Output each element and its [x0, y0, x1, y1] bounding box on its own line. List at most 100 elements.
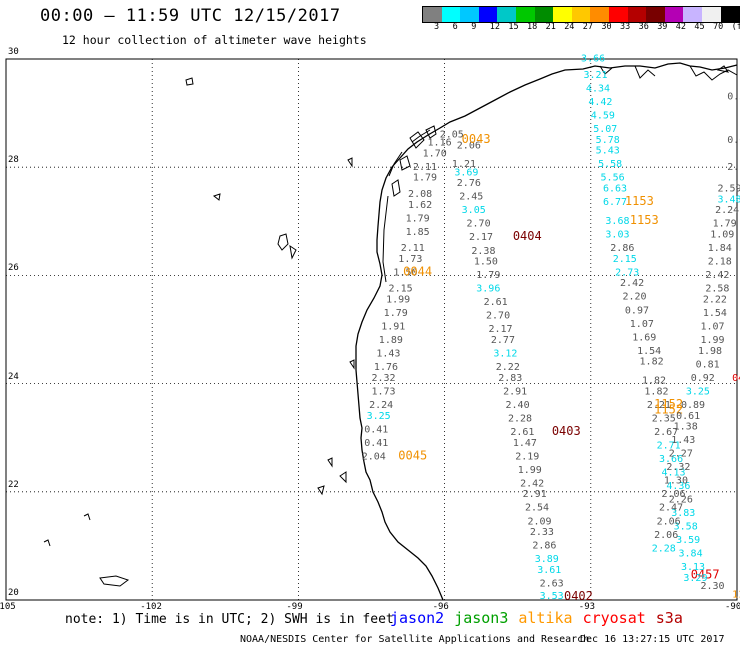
wave-height-label: 1.79	[476, 270, 500, 281]
lake	[339, 471, 347, 484]
wave-height-label: 1.73	[372, 386, 396, 397]
wave-height-label: 1.50	[474, 257, 498, 268]
wave-height-label: 1.54	[637, 346, 661, 357]
lake	[185, 77, 194, 86]
wave-height-label: 0404	[513, 229, 542, 243]
wave-height-label: 2.47	[659, 503, 683, 514]
coast-fragment	[43, 539, 51, 547]
wave-height-label: 2.54	[525, 503, 549, 514]
wave-height-label: 0.53	[727, 92, 740, 103]
satellite-legend: jason2 jason3 altika cryosat s3a	[390, 609, 693, 627]
wave-height-label: 2.77	[491, 335, 515, 346]
color-swatch	[515, 7, 535, 22]
wave-height-label: 5.58	[598, 159, 622, 170]
wave-height-label: 2.19	[515, 451, 539, 462]
color-swatch	[553, 7, 572, 22]
coastline	[355, 62, 738, 601]
bay	[425, 125, 437, 139]
wave-height-label: 1.73	[398, 254, 422, 265]
color-swatch	[460, 7, 479, 22]
wave-height-label: 1152	[654, 402, 683, 416]
color-swatch	[646, 7, 665, 22]
island	[716, 65, 730, 73]
lake	[349, 359, 355, 370]
wave-height-label: 1.79	[406, 213, 430, 224]
color-scale-label: 9	[471, 22, 477, 32]
color-scale-label: 45	[694, 22, 705, 32]
wave-height-label: 1152	[654, 397, 683, 411]
wave-height-label: 2.06	[654, 530, 678, 541]
wave-height-label: 2.70	[486, 311, 510, 322]
wave-height-label: 2.18	[708, 257, 732, 268]
wave-height-label: 2.24	[369, 400, 393, 411]
wave-height-label: 1.76	[374, 362, 398, 373]
wave-height-label: 2.58	[705, 284, 729, 295]
color-scale-label: 39	[657, 22, 668, 32]
wave-height-label: 2.70	[467, 219, 491, 230]
color-scale-label: 21	[545, 22, 556, 32]
footer-note: note: 1) Time is in UTC; 2) SWH is in fe…	[65, 612, 394, 627]
wave-height-label: 3.13	[681, 562, 705, 573]
legend-item-jason3: jason3	[454, 609, 509, 627]
color-scale-label: 24	[564, 22, 575, 32]
legend-item-jason2: jason2	[390, 609, 445, 627]
wave-height-label: 2.35	[652, 413, 676, 424]
legend-item-s3a: s3a	[655, 609, 683, 627]
latitude-tick-label: 22	[8, 479, 19, 490]
wave-height-label: 2.32	[372, 373, 396, 384]
wave-height-label: 2.08	[408, 189, 432, 200]
wave-height-label: 2.45	[459, 192, 483, 203]
wave-height-label: 11	[732, 589, 740, 600]
wave-height-label: 2.09	[527, 516, 551, 527]
observation-labels: 2.051.16 2.06 1.70 1.21 2.11 3.69 1.79 2.76 2.08…	[362, 54, 740, 603]
wave-height-label: 2.67	[654, 427, 678, 438]
wave-height-label: 0.89	[681, 400, 705, 411]
wave-height-label: 2.06	[661, 489, 685, 500]
wave-height-label: 3.25	[367, 411, 391, 422]
footer-credit: NOAA/NESDIS Center for Satellite Applica…	[240, 634, 590, 645]
wave-height-label: 1.85	[406, 227, 430, 238]
color-swatch	[664, 7, 684, 22]
coast-fragment	[83, 513, 91, 521]
bay	[391, 179, 401, 197]
wave-height-label: 4.34	[586, 83, 610, 94]
wave-height-label: 1.30	[664, 476, 688, 487]
wave-height-label: 1.70	[423, 148, 447, 159]
wave-height-label: 2.27	[669, 449, 693, 460]
wave-height-label: 1.50	[393, 267, 417, 278]
color-swatch	[627, 7, 647, 22]
wave-height-label: 1.89	[379, 335, 403, 346]
wave-height-label: 1.54	[703, 308, 727, 319]
wave-height-label: 2.91	[503, 386, 527, 397]
wave-height-label: 2.59	[718, 184, 740, 195]
color-swatch	[441, 7, 461, 22]
wave-height-label: 0403	[552, 424, 581, 438]
footer-timestamp: Dec 16 13:27:15 UTC 2017	[580, 634, 725, 645]
wave-height-label: 0.97	[625, 305, 649, 316]
wave-height-label: 3.89	[535, 554, 559, 565]
wave-height-label: 1.38	[674, 422, 698, 433]
lake	[277, 233, 289, 251]
wave-height-label: 1.99	[386, 294, 410, 305]
wave-height-label: 2.26	[669, 495, 693, 506]
wave-height-label: 2.73	[615, 267, 639, 278]
wave-height-label: 2.71	[657, 441, 681, 452]
wave-height-label: 1153	[630, 213, 659, 227]
wave-height-label: 1.47	[513, 438, 537, 449]
wave-height-label: 2.15	[389, 284, 413, 295]
wave-height-label: 3.25	[686, 386, 710, 397]
wave-height-label: 2.05	[440, 129, 464, 140]
color-scale-label: 70	[713, 22, 724, 32]
wave-height-label: 5.43	[596, 146, 620, 157]
wave-height-label: 1.82	[644, 386, 668, 397]
wave-height-label: 1.07	[700, 322, 724, 333]
wave-height-label: 3.05	[462, 205, 486, 216]
wave-height-label: 3.21	[583, 70, 607, 81]
wave-height-label: 2.42	[705, 270, 729, 281]
longitude-tick-label: -105	[0, 602, 16, 612]
wave-height-label: 3.29	[683, 573, 707, 584]
wave-height-label: 1.69	[632, 332, 656, 343]
wave-height-label: 2.42	[620, 278, 644, 289]
longitude-tick-label: -102	[140, 602, 162, 612]
